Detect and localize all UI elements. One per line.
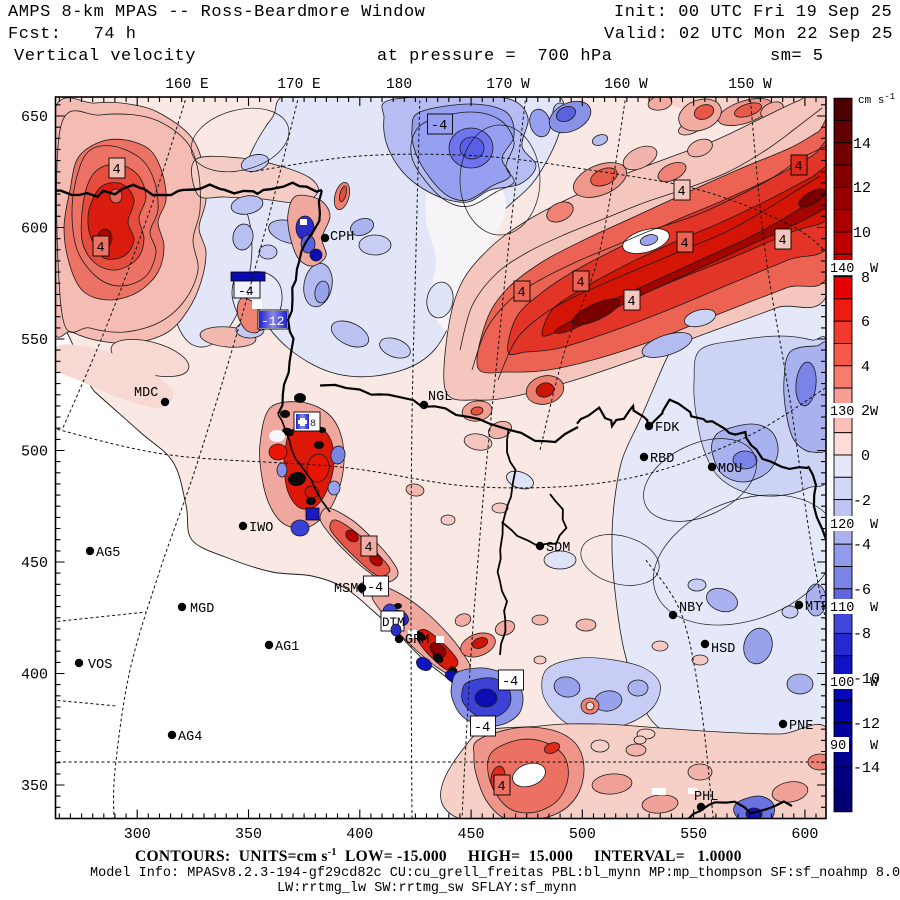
svg-text:MGD: MGD [190,602,214,617]
svg-text:-4: -4 [502,675,518,690]
svg-text:-2: -2 [853,493,871,510]
svg-text:W: W [870,601,879,616]
svg-text:8: 8 [310,419,316,430]
svg-text:W: W [870,518,879,533]
svg-text:400: 400 [21,667,48,684]
svg-text:4: 4 [628,295,636,310]
svg-text:-4: -4 [853,537,871,554]
svg-text:W: W [870,405,879,420]
svg-text:4: 4 [113,163,121,178]
svg-text:180: 180 [386,77,412,93]
svg-text:4: 4 [518,286,526,301]
svg-text:FDK: FDK [655,421,680,436]
svg-text:160 W: 160 W [604,77,648,93]
svg-text:GRM: GRM [405,633,429,648]
svg-text:4: 4 [577,276,585,291]
svg-text:AG5: AG5 [96,546,120,561]
svg-text:-12: -12 [853,716,880,733]
svg-text:IWO: IWO [249,521,273,536]
svg-text:RBD: RBD [650,452,674,467]
svg-text:-4: -4 [474,721,490,736]
svg-text:-4: -4 [431,119,447,134]
svg-text:450: 450 [21,555,48,572]
svg-text:400: 400 [346,826,373,843]
svg-text:160 E: 160 E [165,77,209,93]
svg-text:140: 140 [830,262,854,277]
svg-text:8: 8 [861,270,870,287]
svg-text:4: 4 [97,241,105,256]
svg-text:W: W [870,739,879,754]
svg-text:150 W: 150 W [728,77,772,93]
svg-text:4: 4 [779,234,787,249]
svg-text:10: 10 [853,225,871,242]
svg-text:4: 4 [681,237,689,252]
svg-text:130: 130 [830,405,854,420]
svg-text:550: 550 [21,332,48,349]
svg-text:650: 650 [21,109,48,126]
svg-text:MSM: MSM [334,582,358,597]
svg-text:500: 500 [21,444,48,461]
svg-text:120: 120 [830,518,854,533]
svg-text:PNE: PNE [789,719,813,734]
svg-text:14: 14 [853,136,871,153]
svg-text:-8: -8 [853,626,871,643]
svg-text:-12: -12 [261,314,284,329]
svg-text:2: 2 [861,403,870,420]
svg-text:0: 0 [861,448,870,465]
svg-text:550: 550 [680,826,707,843]
svg-text:PHL: PHL [694,790,718,805]
svg-text:-6: -6 [853,582,871,599]
svg-text:W: W [870,262,879,277]
svg-text:AG1: AG1 [275,640,299,655]
svg-text:600: 600 [21,221,48,238]
svg-text:4: 4 [795,160,803,175]
svg-text:350: 350 [21,778,48,795]
svg-text:90: 90 [830,739,846,754]
svg-text:600: 600 [791,826,818,843]
svg-text:110: 110 [830,601,854,616]
svg-text:-4: -4 [367,581,383,596]
svg-text:12: 12 [853,180,871,197]
svg-text:-10: -10 [853,671,880,688]
svg-text:-14: -14 [853,760,880,777]
svg-text:4: 4 [365,541,373,556]
svg-text:VOS: VOS [88,658,112,673]
svg-text:CPH: CPH [330,230,354,245]
svg-text:MOU: MOU [718,462,742,477]
svg-text:4: 4 [498,780,506,795]
svg-text:MDC: MDC [134,386,158,401]
svg-text:-4: -4 [238,284,254,299]
svg-text:500: 500 [569,826,596,843]
svg-text:cm s-1: cm s-1 [858,92,895,107]
svg-text:4: 4 [678,185,686,200]
svg-text:100: 100 [830,676,854,691]
svg-text:NBY: NBY [679,601,703,616]
svg-text:300: 300 [124,826,151,843]
svg-text:W: W [870,676,879,691]
svg-text:450: 450 [458,826,485,843]
svg-text:170 E: 170 E [277,77,321,93]
svg-text:6: 6 [861,314,870,331]
svg-text:SDM: SDM [546,541,570,556]
svg-text:4: 4 [861,359,870,376]
svg-text:350: 350 [235,826,262,843]
svg-text:AG4: AG4 [178,730,202,745]
svg-text:170 W: 170 W [486,77,530,93]
svg-text:NGL: NGL [428,390,452,405]
svg-text:HSD: HSD [711,642,735,657]
svg-text:MTR: MTR [805,600,829,615]
